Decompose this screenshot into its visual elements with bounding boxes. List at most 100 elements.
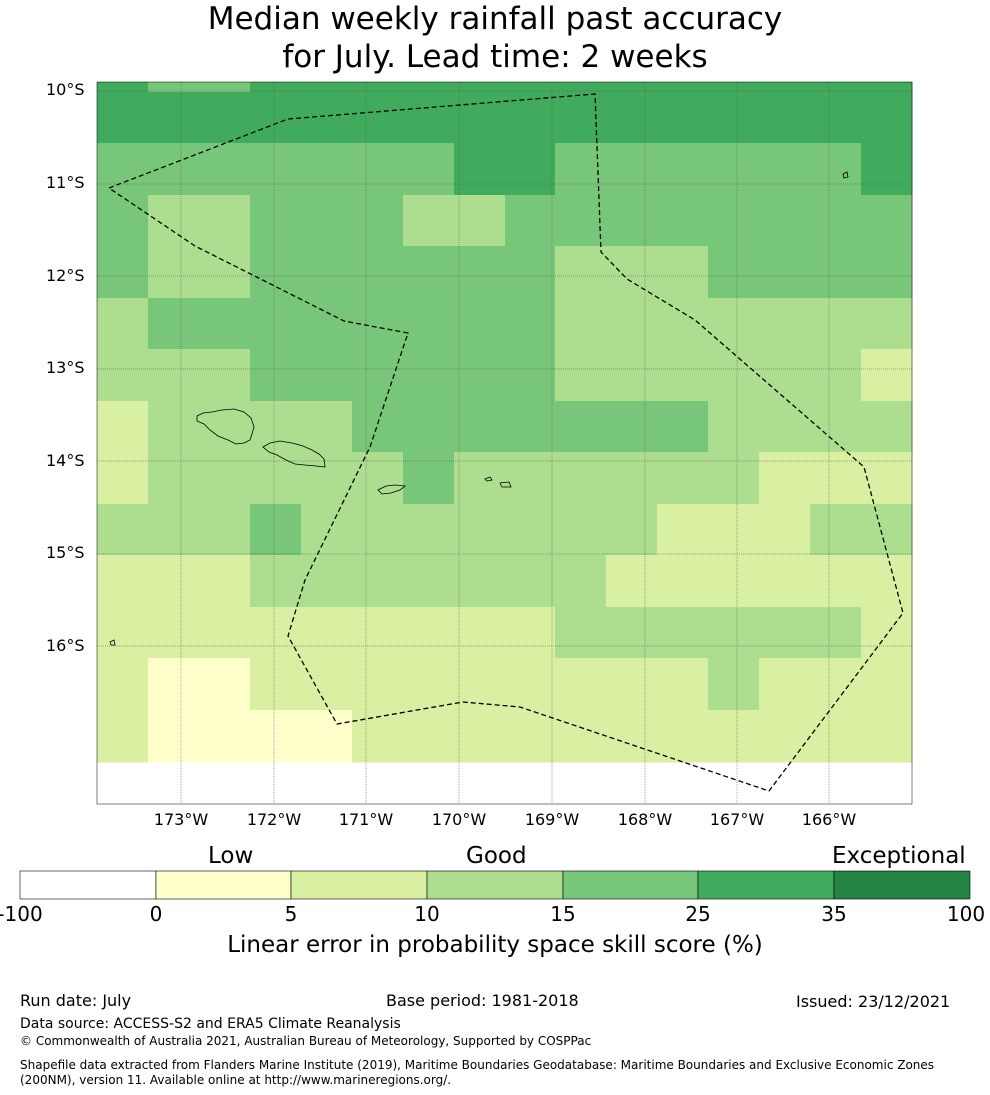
grid-cell	[148, 658, 200, 711]
grid-cell	[759, 504, 811, 556]
grid-cell	[454, 452, 506, 505]
grid-cell	[861, 504, 913, 556]
grid-cell	[657, 92, 709, 144]
grid-cell	[657, 504, 709, 556]
island-small-west	[109, 639, 116, 646]
grid-cell	[301, 246, 353, 299]
grid-cell	[505, 298, 556, 350]
grid-cell	[708, 143, 760, 196]
legend-tick: 35	[821, 902, 847, 926]
grid-cell	[148, 349, 200, 402]
grid-cell	[657, 658, 709, 711]
grid-cell	[301, 504, 353, 556]
lon-label-170w: 170°W	[431, 810, 487, 829]
island-tau	[499, 481, 512, 488]
title-line-2: for July. Lead time: 2 weeks	[282, 39, 708, 75]
grid-cell	[708, 607, 760, 659]
grid-cell	[708, 298, 760, 350]
grid-cell	[454, 82, 506, 93]
grid-cell	[759, 349, 811, 402]
grid-cell	[301, 607, 353, 659]
grid-cell	[810, 658, 862, 711]
grid-cell	[352, 607, 404, 659]
grid-cell	[505, 143, 556, 196]
grid-cell	[759, 143, 811, 196]
grid-cell	[657, 710, 709, 763]
grid-cell	[148, 92, 200, 144]
grid-cell	[97, 607, 149, 659]
legend-tick: -100	[0, 902, 43, 926]
grid-cell	[810, 92, 862, 144]
grid-cell	[97, 298, 149, 350]
grid-cell	[657, 607, 709, 659]
grid-cell	[708, 349, 760, 402]
lon-label-168w: 168°W	[617, 810, 673, 829]
legend-tick: 10	[414, 902, 440, 926]
grid-cell	[250, 298, 302, 350]
lat-label-13s: 13°S	[46, 358, 85, 377]
grid-cell	[148, 195, 200, 247]
grid-cell	[199, 349, 251, 402]
grid-cell	[606, 246, 658, 299]
grid-cell	[708, 401, 760, 453]
grid-cell	[454, 246, 506, 299]
grid-cell	[148, 298, 200, 350]
grid-cell	[505, 658, 556, 711]
grid-cell	[352, 92, 404, 144]
grid-cell	[352, 658, 404, 711]
copyright: © Commonwealth of Australia 2021, Austra…	[20, 1034, 592, 1048]
grid-cell	[97, 82, 149, 93]
grid-cell	[148, 710, 200, 763]
lat-label-16s: 16°S	[46, 636, 85, 655]
grid-cell	[301, 349, 353, 402]
grid-cell	[861, 298, 913, 350]
grid-cell	[403, 607, 455, 659]
grid-cell	[759, 607, 811, 659]
grid-cell	[606, 710, 658, 763]
grid-cell	[555, 401, 607, 453]
grid-cell	[606, 298, 658, 350]
grid-cell	[301, 710, 353, 763]
grid-cell	[657, 195, 709, 247]
lat-label-14s: 14°S	[46, 451, 85, 470]
grid-cell	[708, 504, 760, 556]
grid-cell	[555, 504, 607, 556]
grid-cell	[403, 143, 455, 196]
grid-cell	[606, 452, 658, 505]
grid-cell	[301, 82, 353, 93]
grid-cell	[861, 82, 913, 93]
skill-grid	[97, 82, 913, 763]
grid-cell	[555, 349, 607, 402]
grid-cell	[606, 195, 658, 247]
grid-cell	[250, 349, 302, 402]
grid-cell	[301, 555, 353, 608]
grid-cell	[199, 452, 251, 505]
grid-cell	[657, 298, 709, 350]
graticule	[97, 82, 912, 804]
grid-cell	[810, 504, 862, 556]
grid-cell	[352, 555, 404, 608]
grid-cell	[403, 504, 455, 556]
grid-cell	[810, 195, 862, 247]
grid-cell	[708, 710, 760, 763]
grid-cell	[97, 143, 149, 196]
grid-cell	[250, 195, 302, 247]
grid-cell	[861, 607, 913, 659]
grid-cell	[403, 246, 455, 299]
grid-cell	[810, 452, 862, 505]
shapefile-credit-line-2: (200NM), version 11. Available online at…	[20, 1073, 452, 1087]
legend-tick: 0	[149, 902, 163, 926]
eez-boundary	[107, 93, 904, 792]
grid-cell	[606, 401, 658, 453]
grid-cell	[199, 195, 251, 247]
lon-label-169w: 169°W	[524, 810, 580, 829]
lat-label-11s: 11°S	[46, 173, 85, 192]
grid-cell	[657, 246, 709, 299]
grid-cell	[505, 82, 556, 93]
grid-cell	[861, 92, 913, 144]
grid-cell	[250, 143, 302, 196]
legend-category-exceptional: Exceptional	[832, 843, 966, 869]
grid-cell	[352, 452, 404, 505]
grid-cell	[403, 349, 455, 402]
grid-cell	[352, 143, 404, 196]
